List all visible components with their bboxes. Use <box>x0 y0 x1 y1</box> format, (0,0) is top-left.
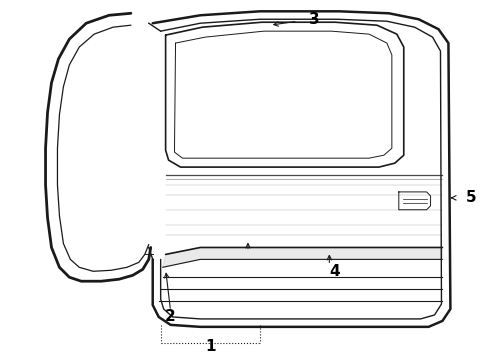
Text: 3: 3 <box>310 12 320 27</box>
Polygon shape <box>163 247 442 267</box>
Text: 2: 2 <box>165 310 176 324</box>
Text: 4: 4 <box>329 264 340 279</box>
Text: 5: 5 <box>466 190 477 205</box>
Text: 1: 1 <box>205 339 216 354</box>
